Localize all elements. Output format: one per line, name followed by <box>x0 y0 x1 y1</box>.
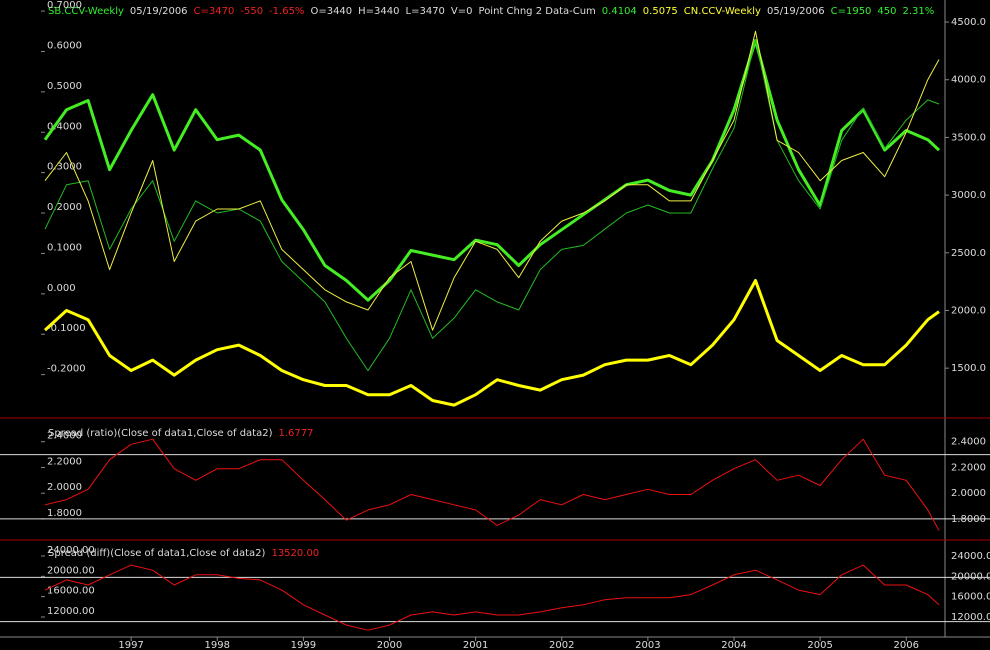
series-line <box>44 564 940 631</box>
header-item: 450 <box>877 6 896 17</box>
series-line <box>43 39 941 302</box>
y-tick-label: 2.4000 <box>47 431 82 442</box>
header-item: C=1950 <box>831 6 872 17</box>
header-item: O=3440 <box>310 6 352 17</box>
x-tick-label: 2005 <box>807 640 832 650</box>
x-tick-label: 2004 <box>721 640 746 650</box>
y-tick-label: 0.3000 <box>47 162 82 173</box>
header-item: SB.CCV-Weekly <box>48 6 124 17</box>
y-tick-label: 0.1000 <box>47 242 82 253</box>
series-line <box>44 38 940 372</box>
x-tick-label: 2006 <box>894 640 919 650</box>
y-tick-label-right: 2.0000 <box>951 488 986 499</box>
y2-tick-label: 3000.0 <box>951 190 986 201</box>
y-tick-label-right: 2.4000 <box>951 437 986 448</box>
y-tick-label: 0.7000 <box>47 0 82 11</box>
y-tick-label: 1.8000 <box>47 508 82 519</box>
header-item: 0.4104 <box>602 6 637 17</box>
y-tick-label: 0.000 <box>47 283 76 294</box>
x-tick-label: 1997 <box>118 640 143 650</box>
panel-header: SB.CCV-Weekly 05/19/2006 C=3470 -550 -1.65% O… <box>48 6 934 17</box>
header-item: V=0 <box>451 6 473 17</box>
y2-tick-label: 4000.0 <box>951 75 986 86</box>
y2-tick-label: 2500.0 <box>951 248 986 259</box>
y2-tick-label: 3500.0 <box>951 132 986 143</box>
y-tick-label-right: 20000.00 <box>951 571 990 582</box>
y-tick-label: -0.2000 <box>47 364 86 375</box>
header-item: H=3440 <box>358 6 399 17</box>
header-item: 2.31% <box>903 6 935 17</box>
series-line <box>44 438 940 531</box>
x-tick-label: 1998 <box>205 640 230 650</box>
y-tick-label: 2.0000 <box>47 482 82 493</box>
x-tick-label: 1999 <box>291 640 316 650</box>
y-tick-label: 16000.00 <box>47 586 95 597</box>
y-tick-label: 0.4000 <box>47 121 82 132</box>
y-tick-label: 24000.00 <box>47 545 95 556</box>
panel-header: Spread (diff)(Close of data1,Close of da… <box>48 548 319 559</box>
y2-tick-label: 4500.0 <box>951 17 986 28</box>
y-tick-label: 0.6000 <box>47 40 82 51</box>
header-item: Point Chng 2 Data-Cum <box>479 6 596 17</box>
last-value: 1.6777 <box>278 428 313 439</box>
y-tick-label: 20000.00 <box>47 565 95 576</box>
series-line <box>44 30 940 331</box>
x-tick-label: 2000 <box>377 640 402 650</box>
y-tick-label: 2.2000 <box>47 456 82 467</box>
y2-tick-label: 1500.0 <box>951 363 986 374</box>
x-tick-label: 2002 <box>549 640 574 650</box>
header-item: -1.65% <box>269 6 304 17</box>
header-item: 05/19/2006 <box>130 6 188 17</box>
header-item: 05/19/2006 <box>767 6 825 17</box>
y-tick-label: -0.1000 <box>47 323 86 334</box>
header-item: 0.5075 <box>643 6 678 17</box>
y-tick-label-right: 16000.00 <box>951 592 990 603</box>
header-item: C=3470 <box>194 6 235 17</box>
y-tick-label: 0.2000 <box>47 202 82 213</box>
y-tick-label-right: 12000.00 <box>951 612 990 623</box>
x-tick-label: 2001 <box>463 640 488 650</box>
y-tick-label: 0.5000 <box>47 81 82 92</box>
y-tick-label-right: 2.2000 <box>951 462 986 473</box>
panel-title: Spread (diff)(Close of data1,Close of da… <box>48 548 266 559</box>
header-item: -550 <box>240 6 263 17</box>
x-tick-label: 2003 <box>635 640 660 650</box>
header-item: CN.CCV-Weekly <box>684 6 761 17</box>
last-value: 13520.00 <box>271 548 319 559</box>
y-tick-label-right: 24000.00 <box>951 551 990 562</box>
panel-header: Spread (ratio)(Close of data1,Close of d… <box>48 428 313 439</box>
y-tick-label: 12000.00 <box>47 606 95 617</box>
y2-tick-label: 2000.0 <box>951 305 986 316</box>
panel-title: Spread (ratio)(Close of data1,Close of d… <box>48 428 273 439</box>
header-item: L=3470 <box>406 6 445 17</box>
series-line <box>43 279 940 407</box>
